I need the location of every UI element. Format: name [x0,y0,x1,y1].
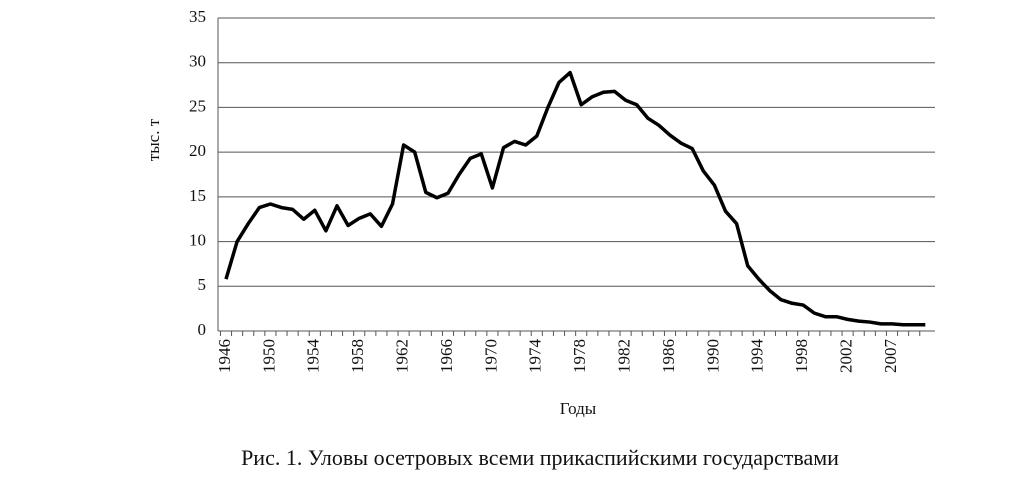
x-tick-label: 1994 [748,339,767,374]
x-tick-label: 1990 [703,339,722,373]
y-tick-label: 30 [189,52,206,71]
y-axis-label: тыс. т [144,118,163,161]
x-tick-label: 1978 [570,339,589,373]
y-tick-label: 20 [189,141,206,160]
y-tick-label: 5 [198,275,207,294]
x-tick-label: 2002 [837,339,856,373]
caption: Рис. 1. Уловы осетровых всеми прикаспийс… [241,445,839,470]
x-tick-label: 1998 [792,339,811,373]
y-tick-label: 15 [189,186,206,205]
y-tick-label: 35 [189,7,206,26]
x-tick-label: 1970 [481,339,500,373]
x-axis-label: Годы [560,399,597,418]
data-line [224,70,926,327]
y-tick-label: 25 [189,96,206,115]
x-tick-label: 1974 [526,339,545,374]
x-tick-label: 2007 [881,339,900,374]
x-tick-label: 1950 [259,339,278,373]
x-tick-label: 1982 [615,339,634,373]
x-tick-label: 1962 [393,339,412,373]
x-tick-label: 1986 [659,339,678,373]
x-tick-label: 1958 [348,339,367,373]
x-tick-label: 1954 [304,339,323,374]
y-tick-label: 0 [198,320,207,339]
y-tick-label: 10 [189,230,206,249]
x-tick-label: 1966 [437,339,456,373]
x-tick-label: 1946 [215,339,234,373]
